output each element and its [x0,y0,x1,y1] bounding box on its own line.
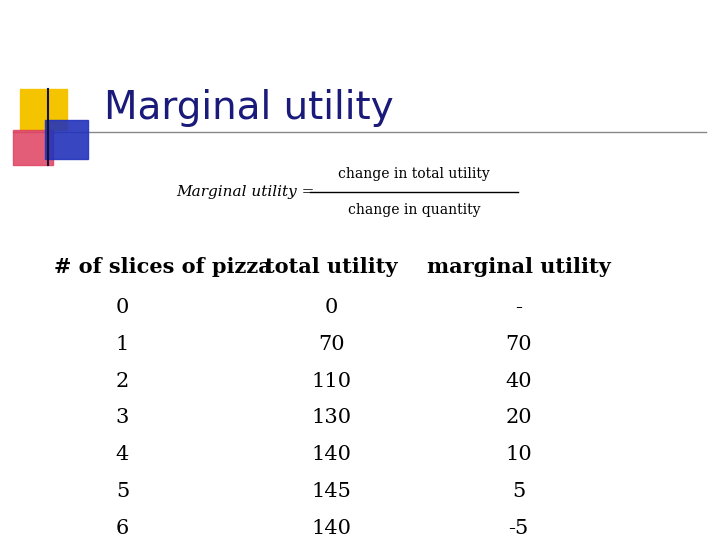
Text: 10: 10 [505,445,532,464]
Text: 140: 140 [311,518,351,538]
Text: 4: 4 [116,445,129,464]
Text: -5: -5 [508,518,528,538]
Text: 70: 70 [505,335,531,354]
Text: -: - [515,298,522,318]
Text: marginal utility: marginal utility [426,257,611,278]
Text: 110: 110 [311,372,351,391]
Text: 6: 6 [116,518,129,538]
Text: 140: 140 [311,445,351,464]
Text: 5: 5 [116,482,129,501]
Text: Marginal utility: Marginal utility [104,89,394,127]
Text: Marginal utility =: Marginal utility = [176,185,320,199]
Text: 70: 70 [318,335,344,354]
Text: 40: 40 [505,372,531,391]
Text: 1: 1 [116,335,129,354]
Text: change in quantity: change in quantity [348,202,480,217]
Text: 20: 20 [505,408,531,428]
Text: 0: 0 [116,298,129,318]
Text: 0: 0 [325,298,338,318]
Text: change in total utility: change in total utility [338,167,490,181]
Text: 2: 2 [116,372,129,391]
Text: 130: 130 [311,408,351,428]
Text: 5: 5 [512,482,525,501]
Text: 145: 145 [311,482,351,501]
Text: 3: 3 [116,408,129,428]
Text: total utility: total utility [265,257,397,278]
Text: # of slices of pizza: # of slices of pizza [54,257,271,278]
